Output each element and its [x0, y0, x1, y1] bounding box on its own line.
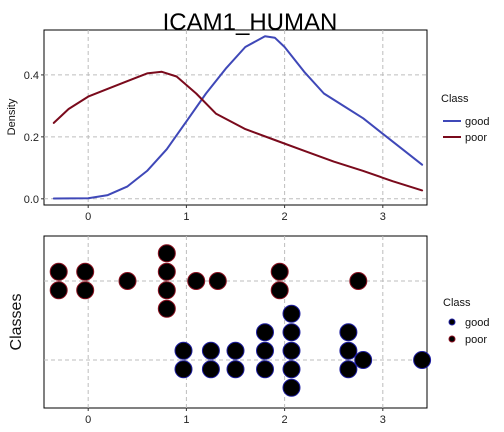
density-panel-frame: [43, 29, 428, 206]
classes-panel-frame: [43, 235, 428, 409]
density-y-ticks: 0.0 0.2 0.4: [24, 70, 44, 206]
classes-panel: 0 1 2 3 Classes Class good poor: [8, 235, 489, 426]
classes-x-ticks: 0 1 2 3: [85, 408, 386, 426]
dot-good-5: [226, 360, 245, 379]
density-legend-poor-label: poor: [465, 132, 487, 144]
density-y-axis-title: Density: [6, 98, 18, 135]
dot-good-18: [413, 351, 432, 369]
dot-poor-2: [76, 262, 95, 281]
density-grid: [44, 30, 427, 205]
dot-good-16: [339, 360, 358, 379]
dot-good-14: [339, 323, 358, 342]
dot-good-4: [226, 341, 245, 360]
dot-good-7: [256, 341, 274, 360]
density-x-tick-label-2: 2: [282, 211, 288, 223]
dot-poor-13: [349, 272, 368, 290]
density-x-ticks: 0 1 2 3: [85, 205, 386, 223]
dot-good-1: [174, 360, 193, 379]
dot-poor-0: [49, 262, 68, 281]
dot-good-13: [282, 378, 301, 397]
density-x-tick-label-1: 1: [183, 211, 189, 223]
density-line-good: [52, 35, 424, 200]
classes-x-tick-label-3: 3: [380, 414, 386, 426]
dot-good-8: [256, 360, 274, 379]
density-lines: [52, 35, 424, 200]
dot-poor-3: [76, 281, 95, 300]
density-x-tick-label-0: 0: [85, 211, 91, 223]
classes-legend-title: Class: [443, 297, 471, 309]
dot-poor-8: [157, 299, 176, 318]
classes-legend-poor-label: poor: [465, 334, 487, 346]
density-y-tick-label-2: 0.4: [24, 70, 39, 82]
dot-good-12: [282, 360, 301, 379]
dot-good-2: [201, 341, 220, 360]
density-line-poor: [52, 70, 424, 192]
dot-good-3: [201, 360, 220, 379]
dot-poor-4: [118, 272, 137, 290]
dot-good-10: [282, 323, 301, 342]
dot-good-11: [282, 341, 301, 360]
classes-dots: [49, 244, 432, 397]
dot-poor-11: [270, 262, 289, 281]
dot-poor-1: [49, 281, 68, 300]
classes-x-tick-label-2: 2: [282, 414, 288, 426]
dot-poor-12: [270, 281, 289, 300]
dot-poor-5: [157, 244, 176, 263]
dot-good-6: [256, 323, 274, 342]
density-legend: Class good poor: [441, 93, 489, 144]
classes-legend-good-label: good: [465, 317, 489, 329]
classes-legend: Class good poor: [443, 297, 489, 346]
chart-title: ICAM1_HUMAN: [163, 9, 338, 36]
dot-good-15: [339, 341, 358, 360]
classes-x-tick-label-1: 1: [183, 414, 189, 426]
classes-x-tick-label-0: 0: [85, 414, 91, 426]
density-y-tick-label-1: 0.2: [24, 132, 39, 144]
classes-grid: [44, 236, 427, 408]
dot-poor-7: [157, 281, 176, 300]
dot-poor-10: [208, 272, 227, 290]
dot-good-0: [174, 341, 193, 360]
dot-poor-9: [187, 272, 206, 290]
density-panel: 0.0 0.2 0.4 0 1 2 3 ICAM1_HUMAN Density Class…: [6, 9, 489, 223]
classes-y-axis-title: Classes: [8, 294, 25, 351]
dot-poor-6: [157, 262, 176, 281]
density-legend-title: Class: [441, 93, 469, 105]
density-legend-good-label: good: [465, 116, 489, 128]
legend-poor-dot-key: [448, 335, 456, 343]
dot-good-9: [282, 304, 301, 323]
dot-good-17: [354, 351, 373, 369]
density-y-tick-label-0: 0.0: [24, 194, 39, 206]
legend-good-dot-key: [448, 318, 456, 326]
density-x-tick-label-3: 3: [380, 211, 386, 223]
